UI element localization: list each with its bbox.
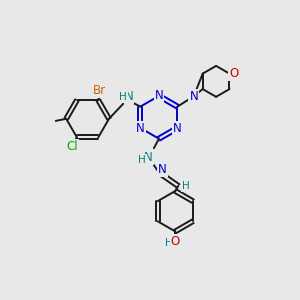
Text: O: O xyxy=(229,67,239,80)
Text: N: N xyxy=(144,151,153,164)
Text: O: O xyxy=(171,235,180,248)
Text: H: H xyxy=(138,155,146,165)
Text: H: H xyxy=(119,92,127,102)
Text: Cl: Cl xyxy=(67,140,78,153)
Text: N: N xyxy=(189,90,198,103)
Text: N: N xyxy=(136,122,145,134)
Text: N: N xyxy=(125,90,134,103)
Text: N: N xyxy=(158,163,167,176)
Text: H: H xyxy=(182,181,190,191)
Text: H: H xyxy=(165,238,172,248)
Text: N: N xyxy=(173,122,182,134)
Text: N: N xyxy=(154,89,163,102)
Text: Br: Br xyxy=(93,84,106,97)
